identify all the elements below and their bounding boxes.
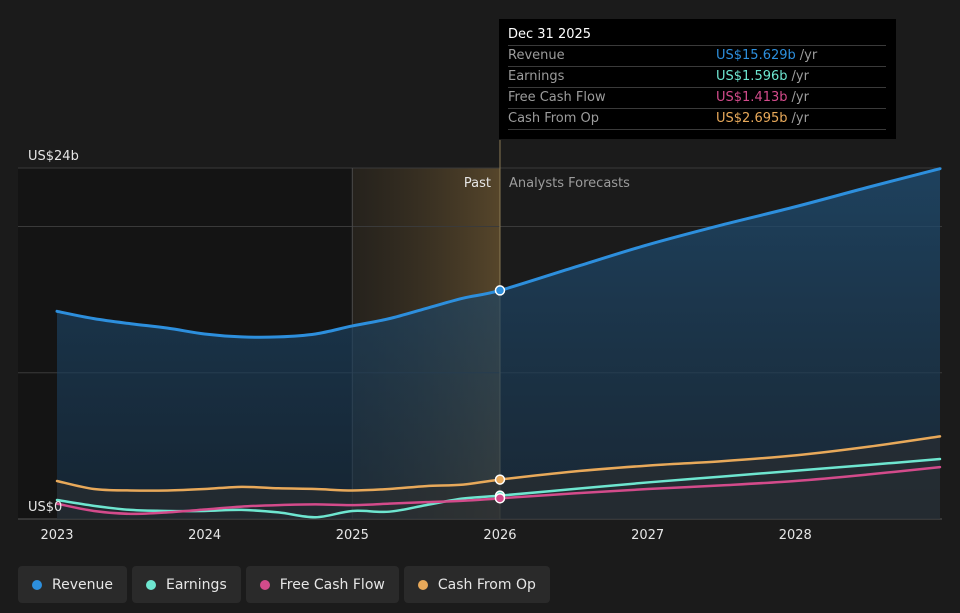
tooltip-row-value: US$2.695b: [716, 111, 788, 126]
tooltip-row: Earnings US$1.596b/yr: [508, 66, 886, 87]
legend-label: Cash From Op: [437, 576, 536, 593]
tooltip-row-value: US$15.629b: [716, 48, 796, 63]
y-axis-top-label: US$24b: [28, 149, 79, 164]
legend-label: Earnings: [165, 576, 227, 593]
legend-item-earnings[interactable]: Earnings: [131, 566, 241, 603]
tooltip-row-unit: /yr: [791, 90, 809, 105]
legend-dot-icon: [417, 579, 428, 590]
x-tick-label: 2023: [40, 528, 73, 543]
cash-from-op-marker: [494, 474, 506, 485]
tooltip-date: Dec 31 2025: [508, 27, 592, 42]
legend-item-revenue[interactable]: Revenue: [18, 566, 127, 603]
legend-dot-icon: [145, 579, 156, 590]
legend: Revenue Earnings Free Cash Flow Cash From O…: [18, 566, 550, 603]
x-tick-label: 2026: [483, 528, 516, 543]
forecast-label: Analysts Forecasts: [509, 176, 630, 191]
tooltip-row-label: Revenue: [508, 48, 565, 63]
tooltip-row-value: US$1.413b: [716, 90, 788, 105]
x-tick-label: 2027: [631, 528, 664, 543]
free-cash-flow-marker: [494, 493, 506, 504]
legend-label: Revenue: [52, 576, 113, 593]
cash-from-op-area: [57, 436, 940, 519]
revenue-marker: [494, 285, 506, 296]
tooltip-row-unit: /yr: [791, 69, 809, 84]
earnings-line: [55, 457, 942, 519]
legend-dot-icon: [32, 579, 42, 590]
revenue-line: [55, 167, 942, 339]
tooltip-row-value: US$1.596b: [716, 69, 788, 84]
tooltip-row: Revenue US$15.629b/yr: [508, 45, 886, 66]
free-cash-flow-line: [55, 465, 942, 516]
x-tick-label: 2028: [779, 528, 812, 543]
tooltip-row-label: Free Cash Flow: [508, 90, 606, 105]
y-axis-bottom-label: US$0: [28, 500, 62, 515]
cash-from-op-line: [55, 435, 942, 492]
legend-item-free-cash-flow[interactable]: Free Cash Flow: [245, 566, 399, 603]
x-tick-label: 2024: [188, 528, 221, 543]
financial-chart: US$24b US$0 Past Analysts Forecasts 2023 2024…: [18, 140, 942, 543]
legend-label: Free Cash Flow: [279, 576, 385, 593]
tooltip-row-label: Cash From Op: [508, 111, 600, 126]
tooltip: Dec 31 2025 Revenue US$15.629b/yr Earnings…: [499, 19, 896, 139]
past-label: Past: [464, 176, 491, 191]
legend-dot-icon: [259, 579, 270, 590]
tooltip-row-unit: /yr: [791, 111, 809, 126]
tooltip-row: Cash From Op US$2.695b/yr: [508, 108, 886, 130]
x-tick-label: 2025: [336, 528, 369, 543]
tooltip-row-unit: /yr: [799, 48, 818, 63]
legend-item-cash-from-op[interactable]: Cash From Op: [403, 566, 550, 603]
revenue-area: [57, 168, 940, 519]
tooltip-row: Free Cash Flow US$1.413b/yr: [508, 87, 886, 108]
tooltip-row-label: Earnings: [508, 69, 565, 84]
